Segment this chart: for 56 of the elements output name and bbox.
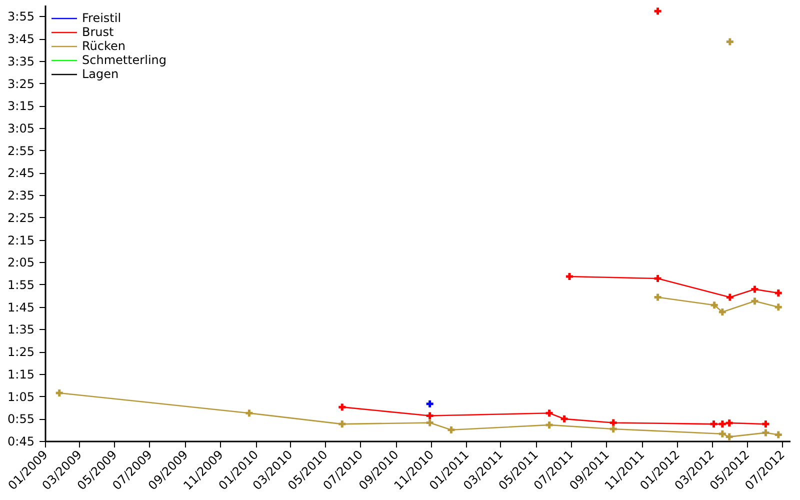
y-tick-label: 1:15 [8, 367, 35, 382]
point [718, 429, 728, 439]
point [544, 420, 554, 430]
point [760, 419, 770, 429]
point [564, 272, 574, 282]
legend-label: Freistil [82, 11, 122, 25]
y-tick-label: 2:25 [8, 210, 35, 225]
legend-label: Rücken [82, 39, 126, 53]
point [425, 418, 435, 428]
point [750, 296, 760, 306]
point [774, 302, 784, 312]
y-tick-label: 3:15 [8, 99, 35, 114]
y-tick-label: 1:35 [8, 322, 35, 337]
point [710, 300, 720, 310]
point [653, 292, 663, 302]
point [709, 419, 718, 429]
point [608, 424, 618, 434]
y-tick-label: 1:25 [8, 345, 35, 360]
y-tick-label: 3:55 [8, 10, 35, 24]
point [724, 432, 734, 442]
y-tick-label: 2:55 [8, 144, 35, 158]
y-tick-label: 2:35 [8, 188, 35, 203]
y-tick-label: 2:15 [8, 233, 35, 248]
point [560, 414, 570, 424]
point [425, 399, 435, 409]
point [653, 6, 663, 16]
y-tick-label: 3:05 [8, 121, 35, 136]
point [337, 402, 347, 412]
y-tick-label: 3:35 [8, 54, 35, 68]
y-tick-label: 1:45 [8, 300, 35, 314]
point [718, 307, 728, 317]
point [337, 419, 347, 429]
point [425, 411, 435, 421]
point [244, 408, 254, 418]
point [54, 388, 64, 398]
point [774, 288, 784, 298]
y-tick-label: 1:05 [8, 390, 35, 404]
legend-label: Schmetterling [82, 53, 167, 67]
y-tick-label: 0:45 [8, 434, 35, 448]
y-tick-label: 2:45 [8, 166, 35, 180]
point [608, 418, 618, 428]
point [760, 428, 770, 438]
point [653, 274, 663, 284]
y-tick-label: 2:05 [8, 256, 35, 270]
y-tick-label: 1:55 [8, 278, 35, 292]
point [750, 284, 760, 294]
legend-label: Brust [82, 25, 114, 39]
y-tick-label: 3:25 [8, 76, 35, 91]
y-tick-label: 3:45 [8, 32, 35, 46]
point [725, 292, 735, 302]
point [544, 408, 554, 418]
point [774, 430, 784, 440]
legend-label: Lagen [82, 67, 119, 81]
y-tick-label: 0:55 [8, 412, 35, 426]
point [446, 425, 456, 435]
point [725, 36, 735, 46]
